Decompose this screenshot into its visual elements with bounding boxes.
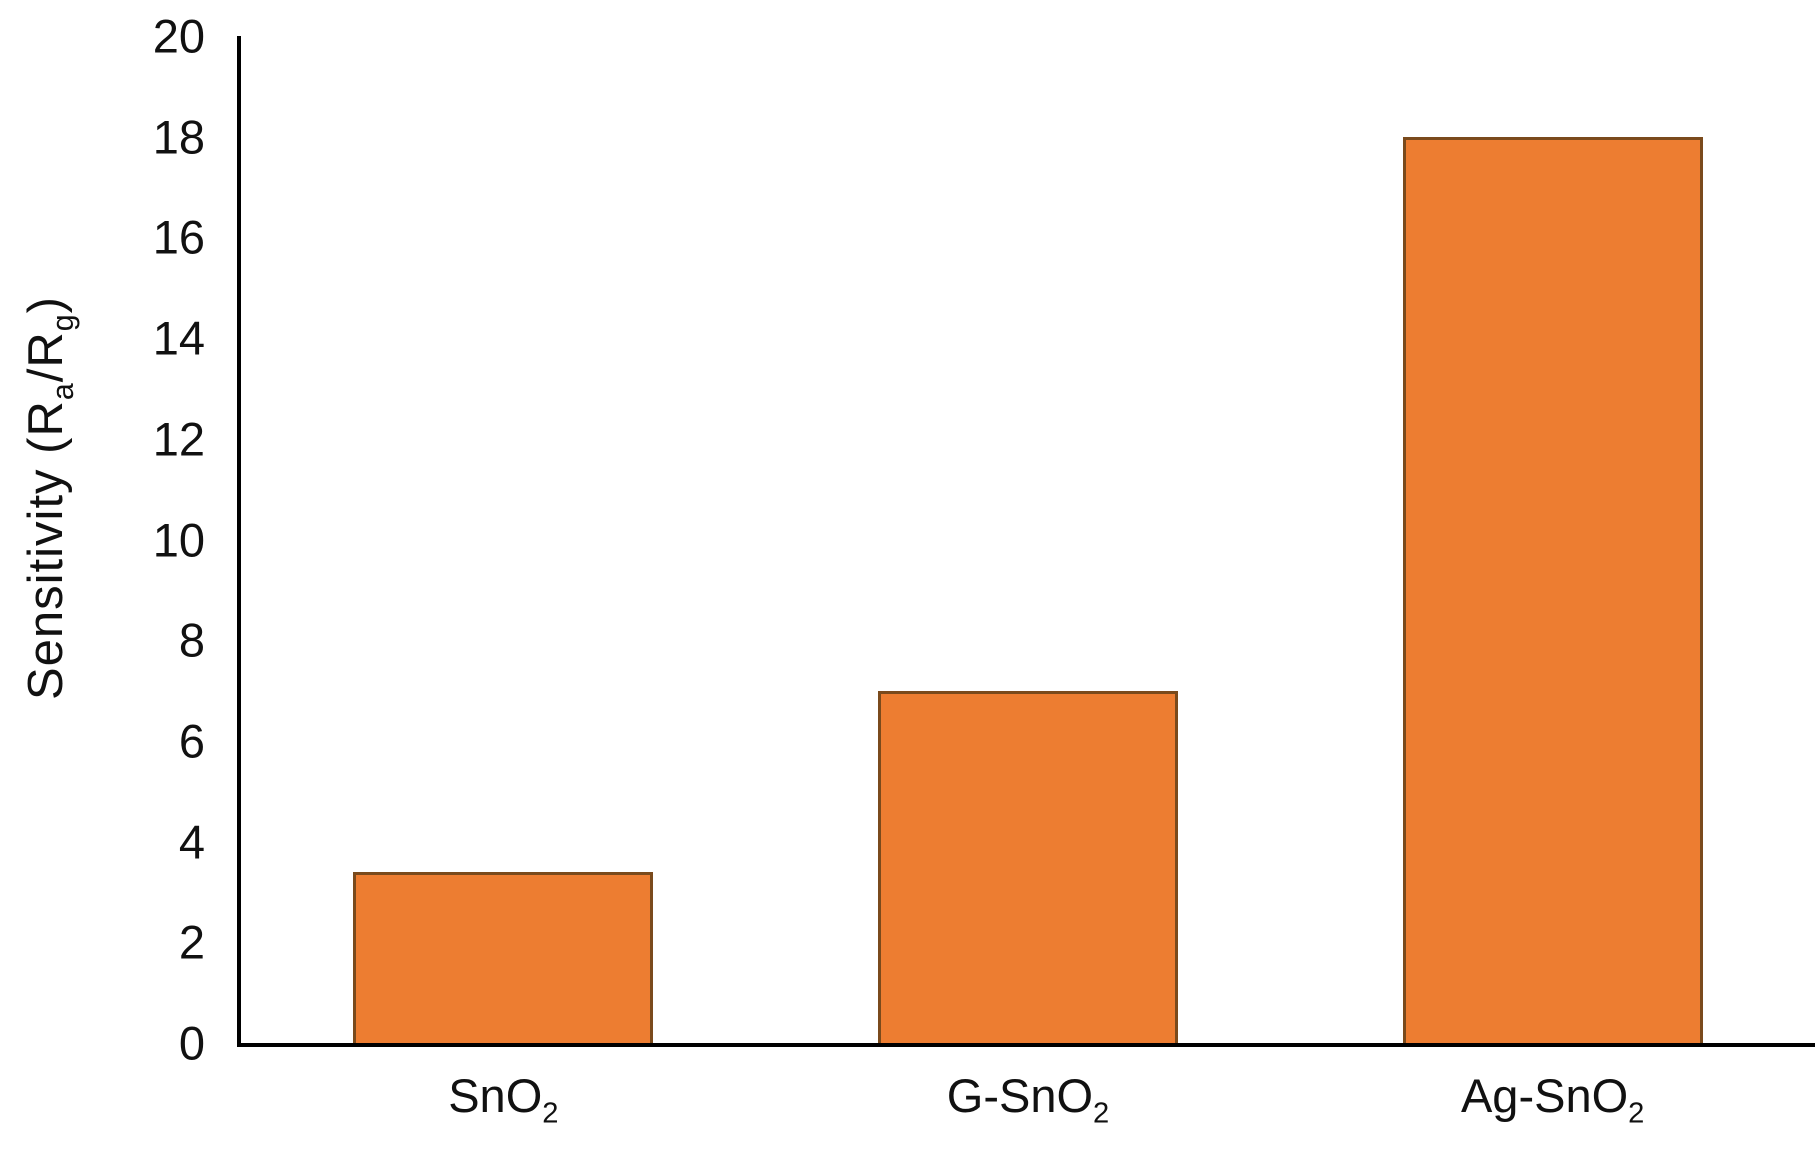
y-tick-label-14: 14 xyxy=(152,311,205,365)
x-category-label-text: SnO xyxy=(448,1069,543,1122)
y-tick-label-18: 18 xyxy=(152,110,205,164)
x-axis-category-labels: SnO2 G-SnO2 Ag-SnO2 xyxy=(241,1072,1815,1162)
y-axis-tick-labels: 0 2 4 6 8 10 12 14 16 18 20 xyxy=(0,13,205,1067)
y-tick-label-2: 2 xyxy=(178,915,205,969)
x-category-label-agsno2: Ag-SnO2 xyxy=(1460,1069,1644,1128)
y-tick-label-6: 6 xyxy=(178,714,205,768)
y-tick-label-16: 16 xyxy=(152,210,205,264)
y-tick-label-10: 10 xyxy=(152,513,205,566)
x-category-label-subscript: 2 xyxy=(1628,1097,1645,1130)
y-tick-label-4: 4 xyxy=(178,815,205,869)
bar-gsno2 xyxy=(878,691,1178,1043)
x-category-label-subscript: 2 xyxy=(1093,1097,1110,1130)
y-tick-label-20: 20 xyxy=(152,9,205,63)
x-category-label-text: G-SnO xyxy=(946,1069,1094,1122)
plot-area xyxy=(237,36,1815,1047)
y-tick-label-0: 0 xyxy=(178,1016,205,1070)
y-tick-label-12: 12 xyxy=(152,412,205,466)
y-tick-label-8: 8 xyxy=(178,613,205,667)
bar-sno2 xyxy=(353,872,654,1043)
x-category-label-sno2: SnO2 xyxy=(448,1069,558,1128)
x-category-label-text: Ag-SnO xyxy=(1460,1069,1629,1122)
x-category-label-gsno2: G-SnO2 xyxy=(946,1069,1109,1128)
bar-agsno2 xyxy=(1402,137,1703,1043)
x-category-label-subscript: 2 xyxy=(542,1097,559,1130)
